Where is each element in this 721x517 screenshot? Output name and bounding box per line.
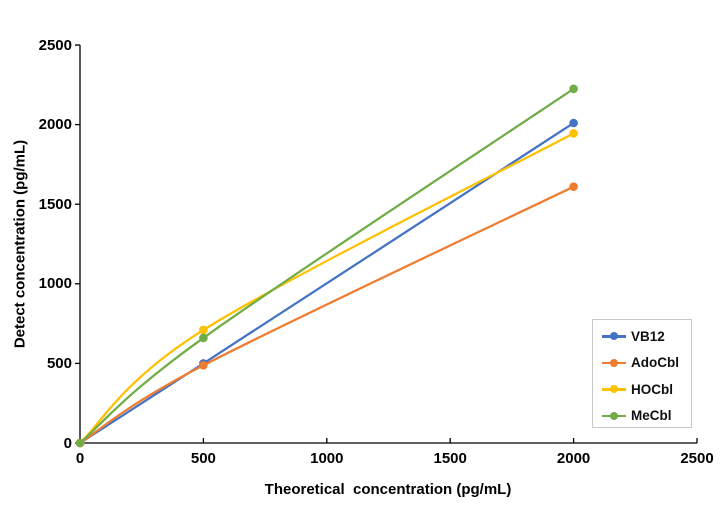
data-point-MeCbl-2000 (569, 84, 578, 94)
series-line-MeCbl (78, 87, 575, 445)
legend-label: AdoCbl (631, 355, 679, 371)
x-tick-label: 2000 (556, 450, 591, 467)
x-tick-label: 1000 (310, 450, 344, 467)
legend-dot (610, 385, 618, 394)
legend: VB12 AdoCbl HOCbl MeCbl (592, 319, 692, 428)
data-point-HOCbl-500 (199, 325, 208, 335)
y-tick-label: 0 (63, 434, 72, 452)
x-tick-label: 0 (75, 450, 85, 467)
legend-item-MeCbl: MeCbl (593, 403, 691, 430)
y-tick-label: 1500 (38, 195, 72, 213)
legend-item-AdoCbl: AdoCbl (593, 350, 691, 377)
x-tick-label: 500 (190, 450, 216, 467)
legend-dot (610, 411, 618, 420)
series-line-HOCbl (78, 132, 575, 445)
y-tick-label: 500 (46, 354, 72, 372)
legend-label: HOCbl (631, 381, 673, 397)
legend-marker-icon (602, 411, 626, 420)
x-axis-title: Theoretical concentration (pg/mL) (264, 481, 512, 498)
legend-marker-icon (602, 385, 626, 394)
legend-dot (610, 358, 618, 367)
legend-marker-icon (602, 332, 626, 341)
x-tick-label: 1500 (433, 450, 467, 467)
data-point-AdoCbl-2000 (569, 182, 578, 191)
data-point-MeCbl-0 (75, 438, 85, 448)
legend-label: MeCbl (631, 408, 672, 424)
x-tick-label: 2500 (680, 450, 714, 467)
data-point-MeCbl-500 (199, 333, 208, 343)
data-point-HOCbl-2000 (569, 129, 578, 138)
y-axis-title: Detect concentration (pg/mL) (11, 139, 29, 349)
legend-label: VB12 (631, 328, 665, 344)
legend-marker-icon (602, 358, 626, 367)
y-tick-label: 1000 (38, 275, 72, 293)
legend-item-HOCbl: HOCbl (593, 376, 691, 403)
y-tick-label: 2000 (38, 116, 72, 134)
legend-dot (610, 332, 618, 341)
legend-item-VB12: VB12 (593, 323, 691, 350)
data-point-VB12-2000 (569, 118, 578, 128)
series-line-AdoCbl (78, 185, 575, 445)
data-point-AdoCbl-500 (199, 361, 208, 370)
y-tick-label: 2500 (38, 36, 72, 54)
